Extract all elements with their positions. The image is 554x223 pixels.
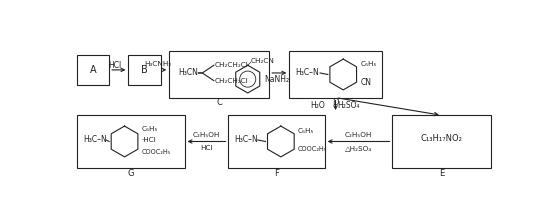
Text: CN: CN [360,78,371,87]
Text: NaNH₂: NaNH₂ [264,75,290,84]
Text: D: D [332,99,338,107]
Text: ·HCl: ·HCl [141,137,156,143]
Text: CH₂CN: CH₂CN [251,58,275,64]
Text: HCl: HCl [200,145,212,151]
Bar [77,55,109,85]
Bar [289,51,382,98]
Text: H₃CN: H₃CN [178,68,198,77]
Text: C₂H₅OH: C₂H₅OH [192,132,220,138]
Text: HCl: HCl [109,61,122,70]
Text: H₂O: H₂O [310,101,325,110]
Text: C: C [216,99,222,107]
Text: C₆H₅: C₆H₅ [360,61,377,67]
Bar [169,51,269,98]
Text: A: A [90,65,96,75]
Text: H₃C–N: H₃C–N [295,68,319,77]
Text: H₃CNH₂: H₃CNH₂ [144,62,171,68]
Text: B: B [141,65,148,75]
Text: COOC₂H₅: COOC₂H₅ [298,146,327,152]
Text: H₂SO₄: H₂SO₄ [337,101,360,110]
Text: CH₂CH₂Cl: CH₂CH₂Cl [214,62,248,68]
Bar [77,115,184,168]
Text: △H₂SO₄: △H₂SO₄ [345,145,372,151]
Text: H₃C–N: H₃C–N [235,135,258,145]
Text: COOC₂H₅: COOC₂H₅ [141,149,171,155]
Text: E: E [439,169,444,178]
Text: CH₂CH₂Cl: CH₂CH₂Cl [214,78,248,84]
Text: C₆H₅: C₆H₅ [141,126,158,132]
Text: C₂H₅OH: C₂H₅OH [345,132,372,138]
Text: H₃C–N: H₃C–N [83,135,107,145]
Bar [129,55,161,85]
Text: C₆H₅: C₆H₅ [298,128,314,134]
Bar [228,115,325,168]
Text: G: G [127,169,134,178]
Text: F: F [274,169,279,178]
Bar [392,115,491,168]
Text: C₁₃H₁₇NO₂: C₁₃H₁₇NO₂ [421,134,463,143]
